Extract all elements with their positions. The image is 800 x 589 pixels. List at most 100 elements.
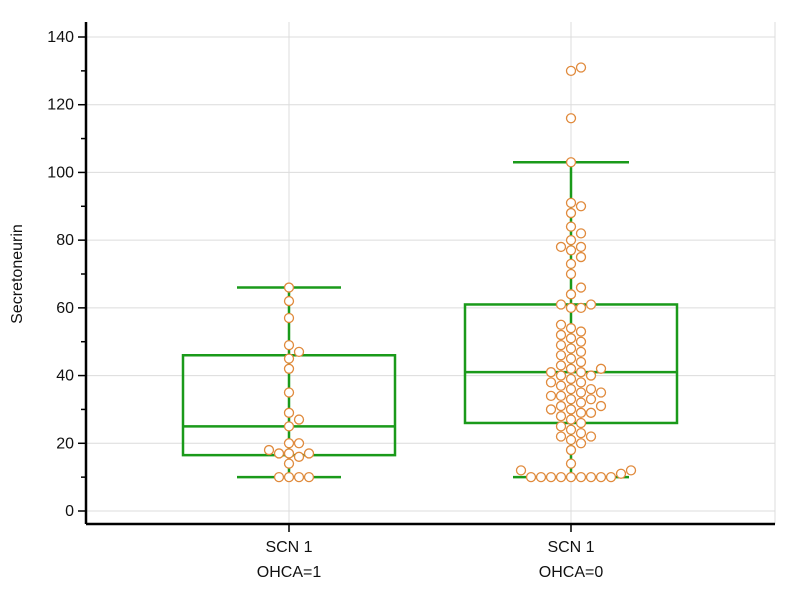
data-point — [565, 197, 577, 209]
data-point — [555, 350, 567, 361]
data-point — [575, 62, 587, 73]
y-tick-label: 140 — [47, 29, 74, 46]
data-point — [555, 471, 567, 483]
y-tick-label: 80 — [56, 232, 74, 249]
data-point — [565, 245, 577, 256]
data-point — [545, 377, 557, 388]
data-point — [575, 326, 587, 337]
x-category-label-line2: OHCA=0 — [539, 564, 604, 581]
data-point — [545, 471, 557, 483]
data-point — [575, 377, 587, 388]
data-point — [565, 207, 577, 219]
data-point — [575, 367, 587, 378]
data-point — [565, 221, 577, 232]
data-point — [575, 241, 587, 253]
y-tick-label: 60 — [56, 300, 74, 317]
data-point — [283, 471, 295, 483]
data-point — [565, 258, 577, 269]
data-point — [565, 383, 577, 395]
data-point — [535, 471, 547, 483]
data-point — [595, 387, 607, 398]
data-point — [565, 471, 577, 483]
data-point — [555, 241, 567, 253]
data-point — [545, 404, 557, 415]
data-point — [555, 390, 567, 402]
data-point — [565, 373, 577, 385]
data-point — [293, 438, 305, 449]
axes — [84, 22, 775, 526]
data-point — [615, 468, 627, 479]
data-point — [283, 339, 295, 351]
data-point — [303, 471, 315, 483]
data-point — [575, 346, 587, 358]
data-point — [283, 448, 295, 459]
data-point — [555, 431, 567, 442]
data-point — [575, 417, 587, 429]
data-point — [565, 289, 577, 300]
data-point — [555, 421, 567, 432]
data-point — [575, 336, 587, 347]
x-category-label-line1: SCN 1 — [265, 539, 312, 556]
data-point — [575, 356, 587, 368]
y-tick-label: 100 — [47, 164, 74, 181]
data-point — [565, 343, 577, 354]
data-point — [283, 295, 295, 307]
data-point — [595, 400, 607, 412]
data-point — [575, 427, 587, 439]
data-point — [585, 383, 597, 395]
data-point — [565, 404, 577, 415]
data-point — [575, 228, 587, 239]
y-tick-label: 40 — [56, 368, 74, 385]
data-point — [555, 339, 567, 351]
data-point — [575, 387, 587, 398]
data-point — [575, 397, 587, 408]
data-point — [595, 363, 607, 374]
data-point — [575, 251, 587, 263]
data-point — [263, 444, 275, 456]
data-point — [565, 434, 577, 446]
data-point — [283, 438, 295, 449]
data-point — [303, 448, 315, 459]
data-points — [263, 62, 637, 483]
data-point — [585, 299, 597, 310]
data-point — [525, 471, 537, 483]
data-point — [283, 363, 295, 374]
data-point — [293, 451, 305, 462]
data-point — [273, 448, 285, 459]
box-series — [181, 161, 679, 479]
data-point — [565, 424, 577, 435]
data-point — [585, 394, 597, 405]
data-point — [605, 471, 617, 483]
data-point — [565, 268, 577, 280]
data-point — [283, 407, 295, 418]
data-point — [565, 65, 577, 77]
data-point — [555, 380, 567, 391]
y-tick-label: 20 — [56, 435, 74, 452]
data-point — [515, 465, 527, 476]
data-point — [565, 113, 577, 124]
data-point — [585, 431, 597, 442]
data-point — [565, 234, 577, 246]
data-point — [293, 471, 305, 483]
data-point — [585, 407, 597, 418]
data-point — [595, 471, 607, 483]
x-category-labels: SCN 1 OHCA=1 SCN 1 OHCA=0 — [257, 524, 604, 581]
data-point — [293, 346, 305, 358]
data-point — [565, 157, 577, 168]
y-axis-title: Secretoneurin — [9, 224, 26, 324]
data-point — [283, 312, 295, 324]
data-point — [293, 414, 305, 425]
data-point — [283, 458, 295, 469]
data-point — [575, 201, 587, 212]
data-point — [585, 370, 597, 381]
data-point — [283, 387, 295, 398]
data-point — [555, 329, 567, 341]
data-point — [555, 299, 567, 310]
data-point — [565, 302, 577, 314]
y-tick-label: 120 — [47, 97, 74, 114]
data-point — [555, 319, 567, 330]
data-point — [575, 471, 587, 483]
x-category-label-line1: SCN 1 — [547, 539, 594, 556]
data-point — [273, 471, 285, 483]
